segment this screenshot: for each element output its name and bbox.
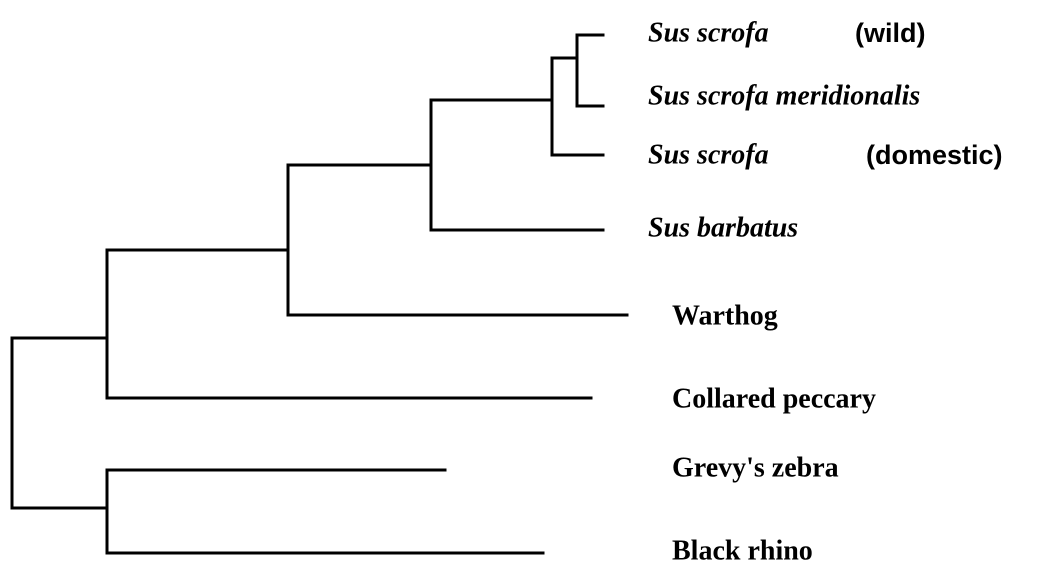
- leaf-label: Sus scrofa: [648, 139, 769, 170]
- leaf-label: Sus scrofa meridionalis: [648, 80, 920, 111]
- leaf-label: Black rhino: [672, 535, 813, 566]
- branches: [10, 33, 629, 555]
- leaf-label: Warthog: [672, 300, 778, 331]
- leaf-note: (domestic): [866, 140, 1003, 170]
- leaf-label: Sus scrofa: [648, 17, 769, 48]
- leaf-label: Collared peccary: [672, 383, 876, 414]
- leaf-note: (wild): [855, 18, 925, 48]
- leaf-label: Sus barbatus: [648, 212, 798, 243]
- leaf-label: Grevy's zebra: [672, 452, 839, 483]
